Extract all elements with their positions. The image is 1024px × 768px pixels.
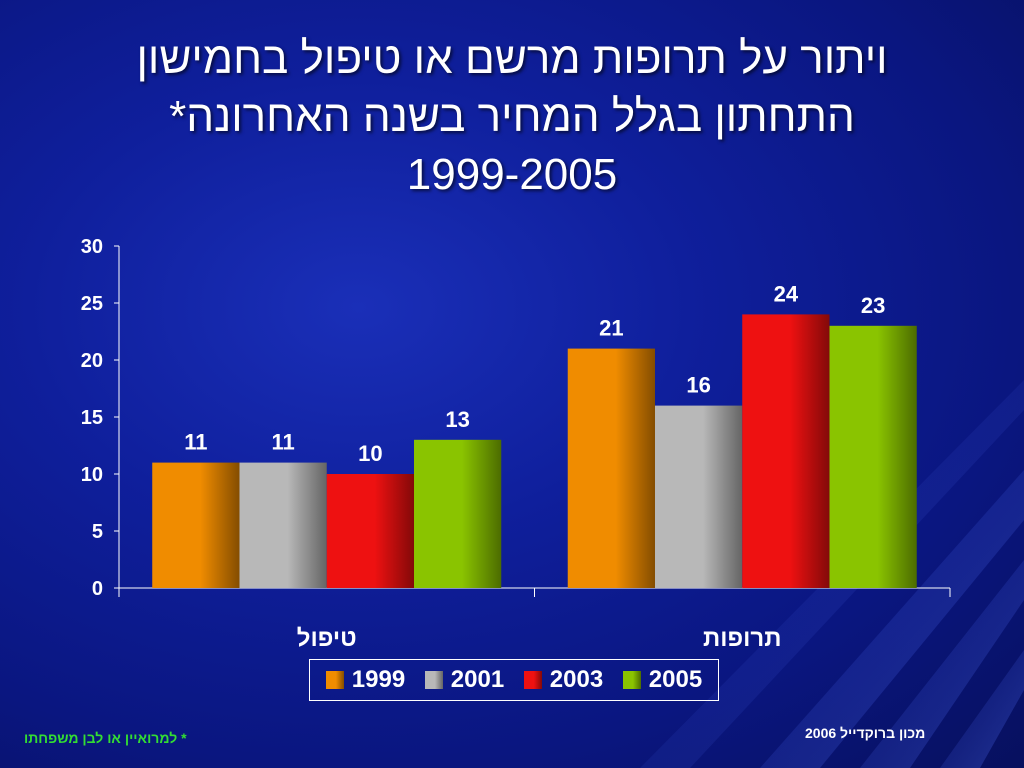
legend-label: 2001 (450, 666, 505, 693)
legend-swatch (325, 671, 344, 689)
bar-value-label: 10 (358, 441, 382, 466)
title-line-1: ויתור על תרופות מרשם או טיפול בחמישון (136, 34, 888, 83)
legend-label: 1999 (351, 666, 406, 693)
legend-swatch (424, 671, 443, 689)
bar-value-label: 11 (271, 430, 294, 455)
bar-value-label: 21 (599, 316, 623, 341)
legend-item-2001: 2001 (424, 666, 505, 694)
title-line-2: התחתון בגלל המחיר בשנה האחרונה* (169, 92, 855, 141)
bar-value-label: 13 (445, 407, 469, 432)
legend-label: 2003 (549, 666, 604, 693)
bar-2005-0 (414, 439, 502, 588)
legend-swatch (523, 671, 542, 689)
legend-label: 2005 (648, 666, 703, 693)
slide-title: ויתור על תרופות מרשם או טיפול בחמישון הת… (0, 30, 1024, 204)
bar-2001-1 (654, 405, 743, 588)
legend-swatch (622, 671, 641, 689)
source-credit: מכון ברוקדייל 2006 (805, 725, 926, 741)
bar-2003-0 (326, 474, 415, 588)
bar-value-label: 24 (774, 281, 799, 306)
title-line-3: 1999-2005 (406, 150, 618, 199)
y-tick-label: 0 (92, 578, 103, 600)
legend-item-1999: 1999 (325, 666, 406, 694)
y-tick-label: 30 (81, 236, 103, 258)
y-tick-label: 10 (81, 464, 103, 486)
y-tick-label: 5 (92, 521, 103, 543)
y-tick-label: 15 (81, 407, 103, 429)
bar-2001-0 (239, 462, 327, 588)
bar-2005-1 (829, 325, 917, 588)
y-tick-label: 20 (81, 350, 103, 372)
bar-value-label: 16 (686, 373, 710, 398)
y-tick-label: 25 (81, 293, 103, 315)
chart-legend: 1999 2001 2003 2005 (309, 659, 719, 701)
bar-1999-0 (152, 462, 240, 588)
bar-2003-1 (742, 314, 830, 588)
legend-item-2005: 2005 (622, 666, 703, 694)
bar-1999-1 (567, 348, 655, 588)
x-category-label: טיפול (297, 625, 357, 652)
footnote: * למרואיין או לבן משפחתו (24, 730, 187, 746)
bar-value-label: 11 (184, 430, 207, 455)
x-category-label: תרופות (703, 625, 781, 652)
bar-value-label: 23 (861, 293, 885, 318)
legend-item-2003: 2003 (523, 666, 604, 694)
